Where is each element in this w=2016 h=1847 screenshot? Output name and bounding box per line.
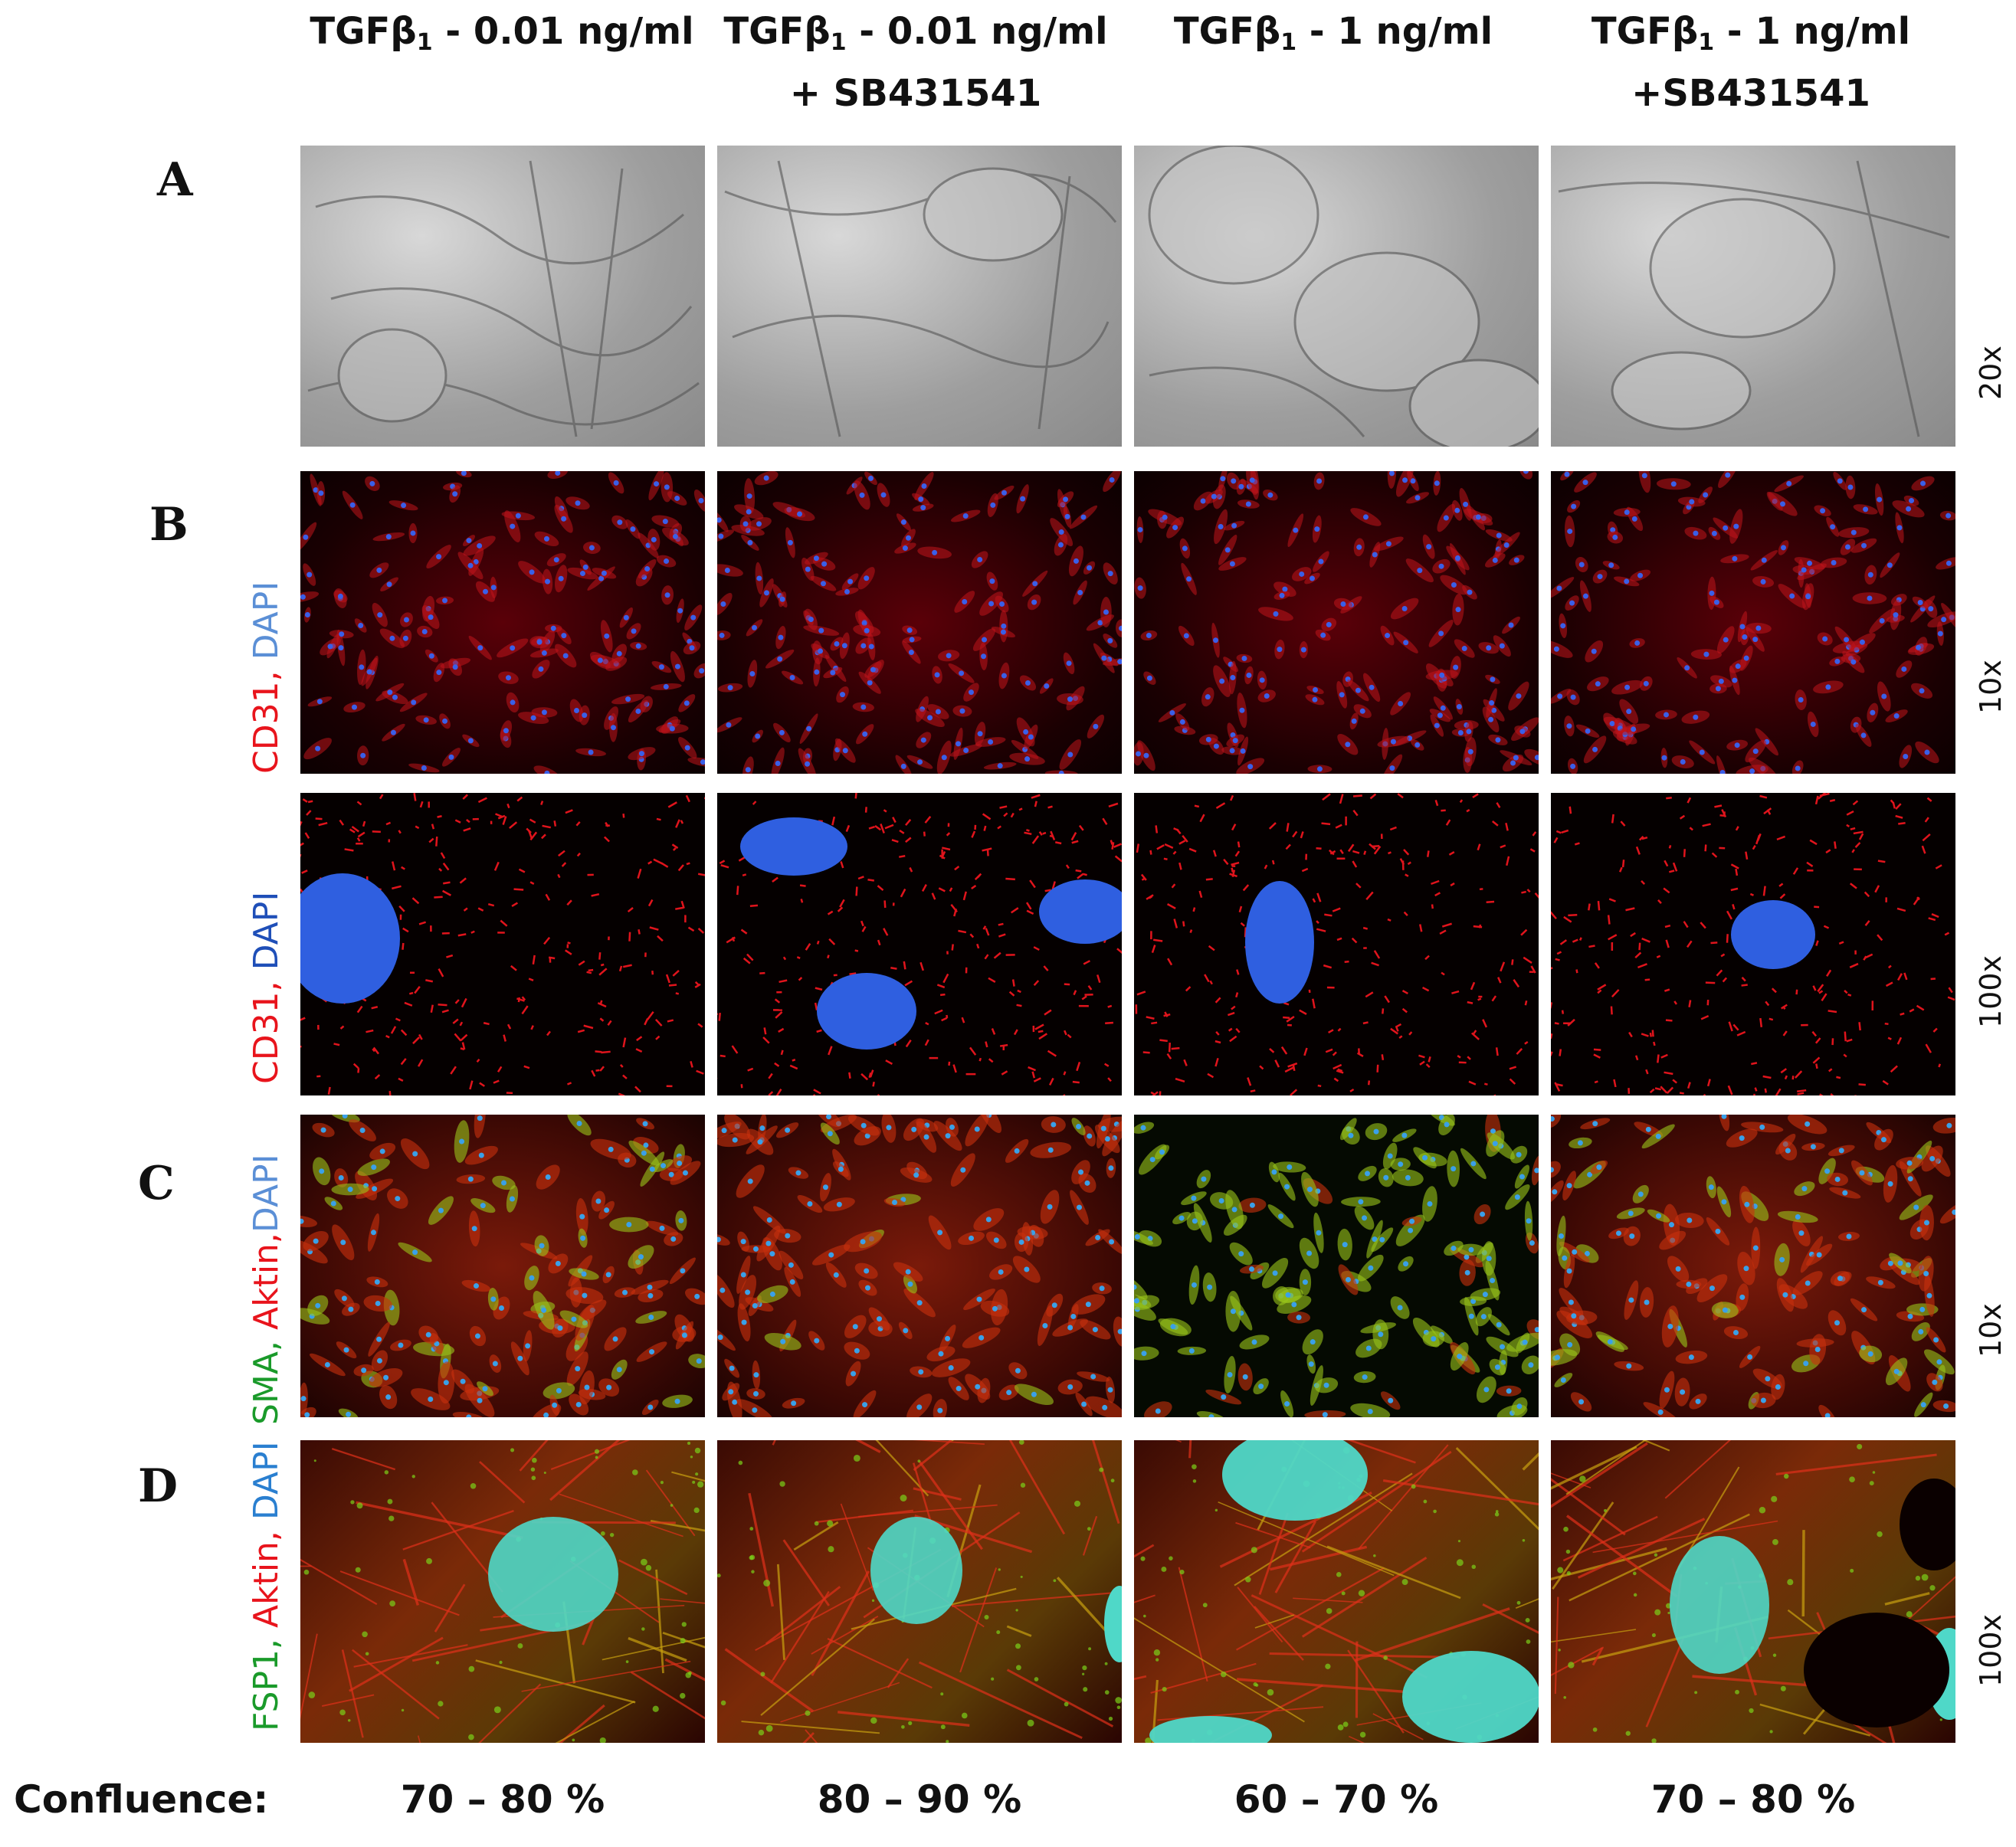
panel-d-4 [1551,1440,1955,1743]
panel-c-3 [1134,1115,1539,1417]
panel-b-100x-4 [1551,793,1955,1095]
panel-c-2 [717,1115,1122,1417]
confluence-value-2: 80 – 90 % [817,1777,1022,1822]
column-header-4: TGFβ1 - 1 ng/ml +SB431541 [1591,10,1911,115]
panel-a-4 [1551,146,1955,447]
stain-label-b-100x: CD31, DAPI [247,891,286,1084]
confluence-value-1: 70 – 80 % [400,1777,605,1822]
magnification-a: 20x [1974,345,2008,400]
panel-a-2 [717,146,1122,447]
stain-label-b-10x: CD31, DAPI [247,581,286,774]
panel-b-100x-2 [717,793,1122,1095]
column-header-1: TGFβ1 - 0.01 ng/ml [310,10,694,56]
row-letter-b: B [149,498,188,552]
row-letter-d: D [138,1459,179,1513]
panel-b-10x-3 [1134,471,1539,774]
stain-label-c: SMA, Aktin,DAPI [247,1154,286,1425]
panel-d-2 [717,1440,1122,1743]
panel-a-1 [300,146,705,447]
column-header-2: TGFβ1 - 0.01 ng/ml + SB431541 [723,10,1108,115]
panel-a-3 [1134,146,1539,447]
magnification-b-10x: 10x [1974,660,2008,714]
confluence-value-3: 60 – 70 % [1234,1777,1439,1822]
confluence-value-4: 70 – 80 % [1650,1777,1856,1822]
column-header-3: TGFβ1 - 1 ng/ml [1173,10,1493,56]
panel-b-10x-1 [300,471,705,774]
row-letter-c: C [138,1157,175,1210]
panel-b-100x-3 [1134,793,1539,1095]
row-letter-a: A [157,153,193,207]
magnification-d: 100x [1974,1613,2008,1687]
panel-b-10x-4 [1551,471,1955,774]
panel-c-1 [300,1115,705,1417]
magnification-b-100x: 100x [1974,955,2008,1028]
stain-label-d: FSP1, Aktin, DAPI [247,1441,286,1731]
panel-b-100x-1 [300,793,705,1095]
panel-d-1 [300,1440,705,1743]
panel-c-4 [1551,1115,1955,1417]
confluence-label: Confluence: [14,1777,269,1822]
panel-d-3 [1134,1440,1539,1743]
panel-b-10x-2 [717,471,1122,774]
magnification-c: 10x [1974,1303,2008,1357]
